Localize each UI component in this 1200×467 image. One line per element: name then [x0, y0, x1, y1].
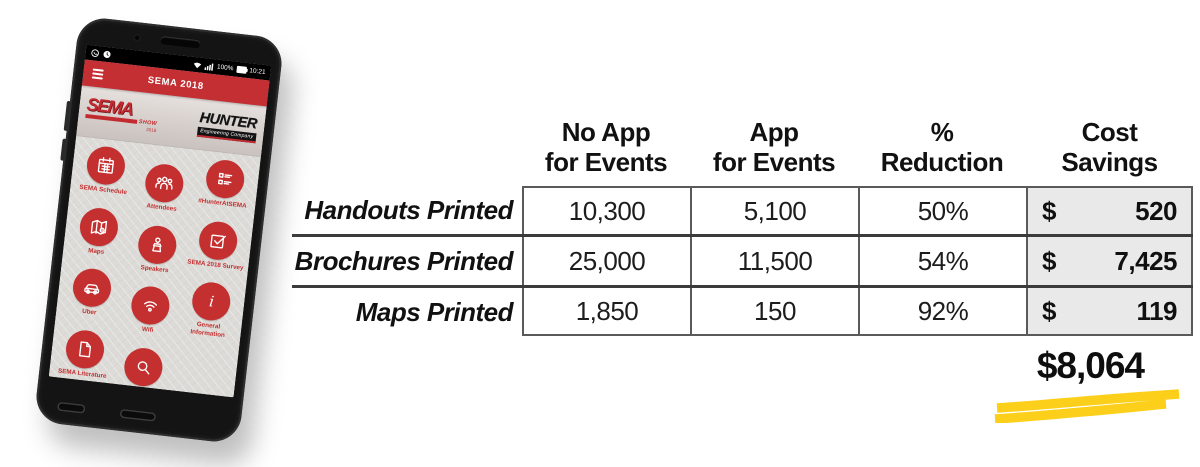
app-label: Attendees: [146, 202, 178, 213]
app-label: #HunterAtSEMA: [197, 197, 247, 210]
cell-no-app: 25,000: [522, 237, 690, 285]
app-tile-sema-literature[interactable]: SEMA Literature: [51, 327, 117, 392]
car-icon: [70, 266, 114, 309]
app-tile-general-information[interactable]: i General Information: [177, 279, 243, 344]
app-grid: SEMA Schedule Attendees: [49, 136, 261, 398]
app-tile-hunteratsema[interactable]: #HunterAtSEMA: [191, 157, 257, 222]
bottom-speaker-slot: [56, 401, 86, 414]
status-time: 10:21: [248, 67, 266, 77]
clock-icon: [103, 50, 111, 58]
savings-value: 119: [1136, 295, 1178, 326]
app-tile-attendees[interactable]: Attendees: [131, 161, 196, 215]
header-line: Cost: [1081, 116, 1138, 147]
speaker-lectern-icon: [136, 223, 179, 266]
form-list-icon: [204, 158, 247, 201]
power-button: [63, 100, 72, 132]
info-icon: i: [190, 280, 233, 323]
app-label: SEMA 2018 Survey: [186, 257, 244, 272]
cell-cost-savings: $ 520: [1026, 186, 1193, 234]
volume-button: [60, 138, 67, 161]
app-tile-speakers[interactable]: Speakers: [124, 222, 189, 276]
document-icon: [64, 328, 107, 371]
attendees-icon: [143, 162, 186, 205]
header-line: App: [749, 116, 799, 147]
column-header-app: App for Events: [690, 112, 858, 186]
app-label: SEMA Literature: [57, 367, 107, 380]
row-label: Maps Printed: [355, 296, 514, 327]
cell-app: 150: [690, 288, 858, 336]
svg-text:i: i: [208, 293, 215, 310]
header-line: for Events: [544, 147, 668, 178]
earpiece-speaker: [160, 35, 201, 49]
highlighter-marks: [994, 389, 1180, 423]
cell-reduction: 50%: [858, 186, 1026, 234]
app-tile-maps[interactable]: Maps: [65, 204, 131, 269]
header-line: Savings: [1061, 147, 1158, 178]
row-label: Handouts Printed: [304, 194, 513, 225]
row-separator: [292, 234, 1193, 237]
app-label: Maps: [87, 246, 105, 256]
column-header-reduction: % Reduction: [858, 112, 1026, 186]
app-label: Search: [129, 386, 152, 396]
battery-icon: [236, 66, 247, 74]
header-spacer: [292, 112, 522, 186]
column-header-cost-savings: Cost Savings: [1026, 112, 1193, 186]
currency-symbol: $: [1042, 245, 1056, 276]
cell-cost-savings: $ 7,425: [1026, 237, 1193, 285]
wifi-status-icon: [193, 62, 202, 68]
whatsapp-icon: [91, 49, 99, 57]
currency-symbol: $: [1042, 195, 1056, 226]
savings-value: 7,425: [1114, 245, 1177, 276]
app-tile-uber[interactable]: Uber: [58, 266, 124, 331]
app-tile-wifi[interactable]: Wifi: [117, 283, 182, 337]
cell-app: 5,100: [690, 186, 858, 234]
app-tile-sema-schedule[interactable]: SEMA Schedule: [72, 143, 138, 208]
app-label: General Information: [190, 321, 226, 339]
signal-icon: [204, 63, 214, 71]
app-label: SEMA Schedule: [79, 183, 128, 197]
map-icon: [77, 205, 121, 248]
row-separator: [292, 285, 1193, 288]
column-header-no-app: No App for Events: [522, 112, 690, 186]
cell-reduction: 92%: [858, 288, 1026, 336]
currency-symbol: $: [1042, 295, 1056, 326]
row-label: Brochures Printed: [294, 245, 514, 276]
app-tile-sema-survey[interactable]: SEMA 2018 Survey: [184, 218, 250, 283]
savings-table: No App for Events App for Events % Reduc…: [292, 112, 1193, 336]
status-bar: 100% 10:21: [84, 44, 272, 81]
battery-percent: 100%: [216, 63, 234, 73]
header-line: %: [930, 116, 954, 147]
phone-screen: 100% 10:21 SEMA 2018 SEMA SHOW: [48, 44, 272, 398]
app-label: Speakers: [140, 263, 169, 274]
wifi-icon: [129, 284, 172, 327]
app-label: Uber: [81, 307, 97, 317]
survey-check-icon: [197, 219, 240, 262]
hunter-logo: HUNTER Engineering Company: [196, 110, 259, 144]
home-button[interactable]: [119, 408, 157, 422]
total-savings: $8,064: [1036, 345, 1145, 386]
header-line: Reduction: [880, 147, 1004, 178]
cell-no-app: 1,850: [522, 288, 690, 336]
app-label: Wifi: [141, 325, 154, 335]
cell-cost-savings: $ 119: [1026, 288, 1193, 336]
cell-no-app: 10,300: [522, 186, 690, 234]
front-camera: [133, 33, 141, 42]
header-line: No App: [561, 116, 651, 147]
search-icon: [122, 345, 165, 388]
sema-show-logo: SEMA SHOW 2018: [84, 94, 159, 133]
header-line: for Events: [712, 147, 836, 178]
cell-reduction: 54%: [858, 237, 1026, 285]
calendar-icon: [84, 144, 127, 187]
app-tile-search[interactable]: Search: [110, 344, 175, 397]
savings-value: 520: [1135, 195, 1177, 226]
phone-mockup: 100% 10:21 SEMA 2018 SEMA SHOW: [33, 15, 285, 445]
cell-app: 11,500: [690, 237, 858, 285]
